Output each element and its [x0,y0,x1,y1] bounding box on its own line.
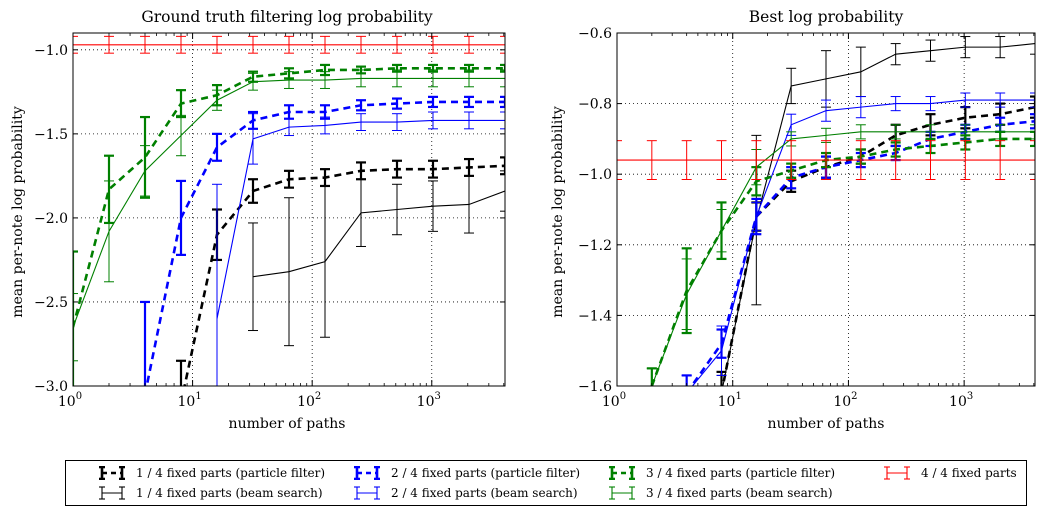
y-tick-label: −1.0 [34,43,68,59]
legend-swatch [884,466,910,480]
y-tick-label: −1.6 [578,379,612,395]
x-tick-label: 102 [297,391,321,410]
legend-label: 4 / 4 fixed parts [921,466,1017,480]
legend-label: 2 / 4 fixed parts (beam search) [391,486,578,500]
legend: 1 / 4 fixed parts (particle filter) 2 / … [65,460,1027,506]
plot-area [617,33,1035,386]
series [617,140,1035,180]
figure: Ground truth filtering log probability n… [10,8,1036,432]
y-tick-label: −3.0 [34,379,68,395]
series [248,170,505,347]
y-tick-label: −0.8 [578,97,612,113]
y-tick-label: −2.5 [34,295,68,311]
legend-entry: 3 / 4 fixed parts (beam search) [606,486,833,500]
x-axis-label: number of paths [229,416,346,432]
y-tick-label: −1.4 [578,308,612,324]
series [212,111,505,386]
series [176,156,505,386]
y-tick-label: −0.6 [578,26,612,42]
legend-label: 3 / 4 fixed parts (beam search) [646,486,833,500]
series [646,124,1035,386]
series [73,69,505,362]
legend-entry: 3 / 4 fixed parts (particle filter) [606,466,835,480]
legend-swatch [354,486,380,500]
series [646,130,1035,386]
series-line [651,131,1035,386]
y-tick-label: −2.0 [34,211,68,227]
y-tick-label: −1.2 [578,238,612,254]
x-tick-label: 100 [602,391,626,410]
series-line [252,190,505,278]
legend-entry: 2 / 4 fixed parts (beam search) [351,486,578,500]
axes-frame [616,32,1036,387]
series [716,95,1035,386]
chart-title: Ground truth filtering log probability [141,8,433,26]
x-tick-label: 103 [949,391,973,410]
legend-entry: 1 / 4 fixed parts (beam search) [96,486,323,500]
axes-frame [72,32,506,387]
series-line [722,43,1035,386]
plot-area [73,35,505,386]
legend-entry: 1 / 4 fixed parts (particle filter) [96,466,325,480]
series [681,92,1035,386]
legend-swatch [99,486,125,500]
chart-ground-truth-filtering: Ground truth filtering log probability n… [10,8,506,432]
y-axis-label: mean per-note log probability [10,106,26,318]
x-axis-label: number of paths [768,416,885,432]
series-line [721,105,1035,386]
legend-entry: 2 / 4 fixed parts (particle filter) [351,466,580,480]
series-line [216,119,505,319]
legend-label: 1 / 4 fixed parts (beam search) [136,486,323,500]
legend-swatch [609,466,635,480]
legend-swatch [99,466,125,480]
series [73,35,505,54]
y-tick-label: −1.0 [578,167,612,183]
y-tick-label: −1.5 [34,127,68,143]
x-tick-label: 100 [58,391,82,410]
x-tick-label: 101 [718,391,742,410]
series-line [73,77,505,328]
series-line [691,99,1035,386]
legend-label: 2 / 4 fixed parts (particle filter) [391,466,581,480]
legend-label: 3 / 4 fixed parts (particle filter) [646,466,836,480]
chart-best-log-probability: Best log probability number of paths mea… [550,8,1036,432]
legend-label: 1 / 4 fixed parts (particle filter) [136,466,326,480]
legend-swatch [609,486,635,500]
series [681,113,1035,386]
series-line [183,164,505,386]
x-tick-label: 102 [833,391,857,410]
x-tick-label: 103 [417,391,441,410]
x-tick-label: 101 [177,391,201,410]
series-line [650,137,1035,386]
legend-swatch [354,466,380,480]
chart-title: Best log probability [749,8,904,26]
series-line [145,100,505,386]
y-axis-label: mean per-note log probability [550,106,566,318]
series [716,33,1035,386]
legend-entry: 4 / 4 fixed parts [881,466,1017,480]
